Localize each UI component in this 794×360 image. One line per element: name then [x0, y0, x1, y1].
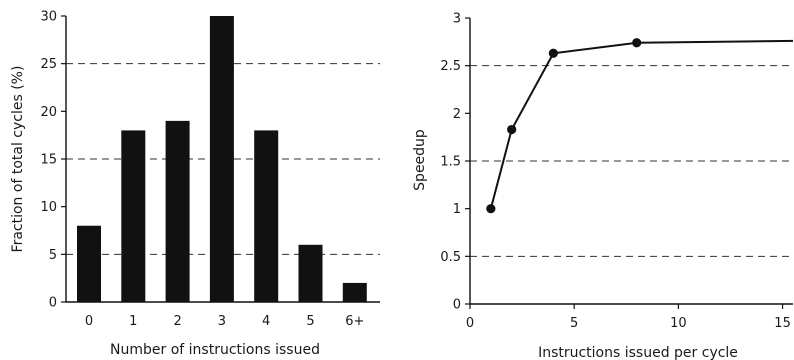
- line-chart-x-tick-labels: 0 5 10 15: [466, 316, 791, 331]
- y-tick-label: 2.5: [440, 59, 461, 74]
- y-tick-label: 10: [40, 200, 57, 215]
- bar-1: [121, 130, 146, 302]
- x-tick-label: 5: [306, 314, 314, 329]
- bar-4: [254, 130, 279, 302]
- y-tick-label: 1.5: [440, 155, 461, 170]
- y-tick-label: 0.5: [440, 250, 461, 265]
- x-tick-label: 6+: [345, 314, 364, 329]
- y-tick-label: 25: [40, 57, 57, 72]
- y-tick-label: 20: [40, 105, 57, 120]
- line-chart-y-tick-labels: 0 0.5 1 1.5 2 2.5 3: [440, 12, 461, 313]
- line-chart-x-axis-title: Instructions issued per cycle: [538, 345, 738, 360]
- x-tick-label: 10: [670, 316, 687, 331]
- line-chart-series: [486, 38, 794, 214]
- y-tick-label: 0: [49, 296, 57, 311]
- line-chart: 0 0.5 1 1.5 2 2.5 3 0 5 10 15 Instructions issued…: [412, 12, 794, 360]
- y-tick-label: 15: [40, 153, 57, 168]
- y-tick-label: 30: [40, 10, 57, 25]
- y-tick-label: 1: [453, 202, 461, 217]
- bar-0: [77, 225, 101, 302]
- bar-2: [165, 120, 190, 302]
- y-tick-label: 2: [453, 107, 461, 122]
- y-tick-label: 0: [453, 298, 461, 313]
- x-tick-label: 15: [774, 316, 791, 331]
- x-tick-label: 3: [218, 314, 226, 329]
- data-point: [486, 204, 496, 214]
- line-chart-gridlines: [470, 65, 793, 257]
- y-tick-label: 3: [453, 12, 461, 27]
- x-tick-label: 2: [173, 314, 181, 329]
- y-tick-label: 5: [49, 248, 57, 263]
- line-chart-axes: [465, 17, 793, 309]
- bar-chart-y-axis-title: Fraction of total cycles (%): [10, 66, 26, 253]
- x-tick-label: 0: [466, 316, 474, 331]
- x-tick-label: 1: [129, 314, 137, 329]
- bar-6+: [342, 282, 367, 302]
- bar-chart: 0 5 10 15 20 25 30 0 1 2 3 4 5 6+ Number of instruct…: [10, 10, 380, 358]
- data-point: [548, 48, 558, 58]
- data-point: [632, 38, 642, 48]
- x-tick-label: 5: [570, 316, 578, 331]
- x-tick-label: 0: [85, 314, 93, 329]
- bar-chart-bars: [77, 16, 367, 302]
- bar-chart-axes: [61, 15, 380, 303]
- line-chart-y-axis-title: Speedup: [412, 129, 428, 191]
- data-point: [507, 124, 517, 135]
- bar-chart-x-axis-title: Number of instructions issued: [110, 342, 320, 358]
- bar-chart-y-tick-labels: 0 5 10 15 20 25 30: [40, 10, 57, 311]
- bar-5: [298, 244, 323, 302]
- bar-3: [209, 16, 234, 302]
- x-tick-label: 4: [262, 314, 270, 329]
- bar-chart-x-tick-labels: 0 1 2 3 4 5 6+: [85, 314, 365, 329]
